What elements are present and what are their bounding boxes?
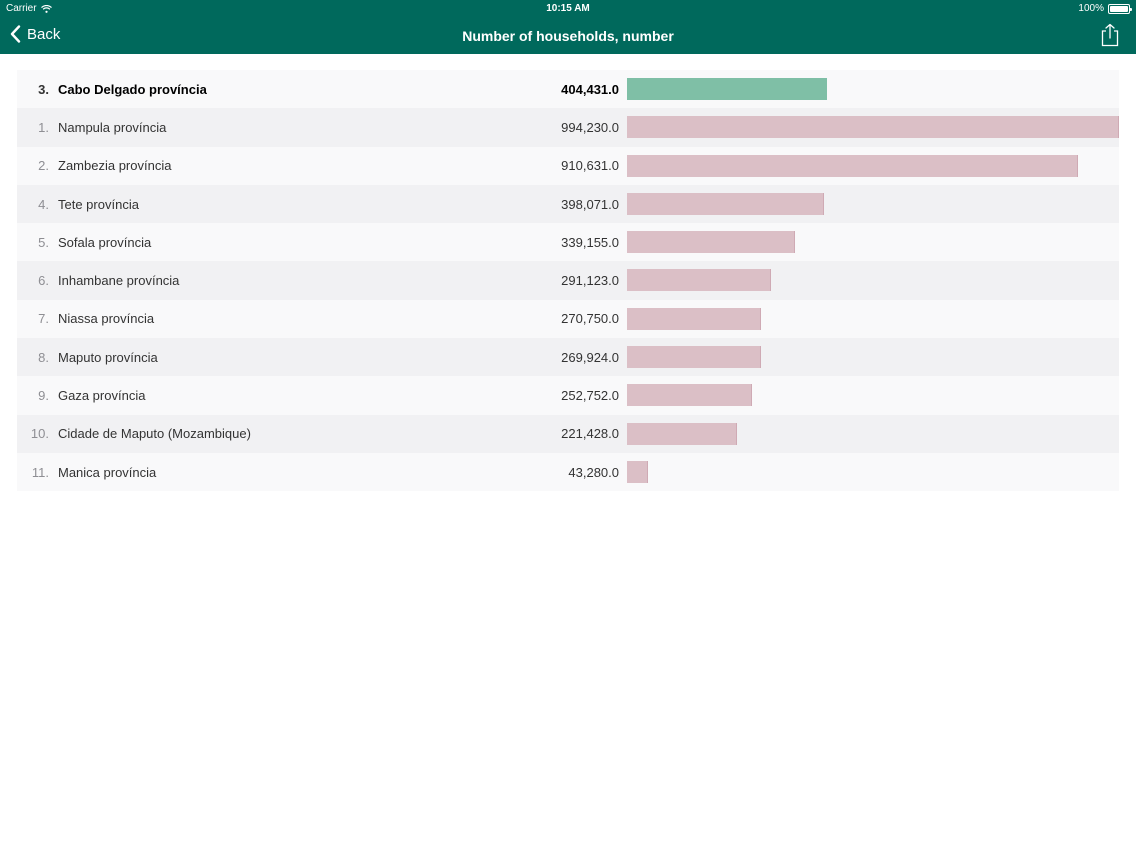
row-rank: 11. <box>31 464 49 480</box>
row-value-label: 994,230.0 <box>561 119 619 135</box>
bar-mark <box>627 116 1119 139</box>
bar-track <box>627 384 1119 407</box>
battery-icon <box>1108 3 1132 14</box>
bar-track <box>627 269 1119 292</box>
row-value-label: 269,924.0 <box>561 349 619 365</box>
row-rank: 3. <box>38 81 49 97</box>
row-value-label: 291,123.0 <box>561 273 619 289</box>
row-value-label: 252,752.0 <box>561 388 619 404</box>
ranking-row[interactable]: 8. Maputo província 269,924.0 <box>17 338 1119 377</box>
row-value-label: 910,631.0 <box>561 158 619 174</box>
navigation-bar: Back Number of households, number <box>0 18 1136 54</box>
bar-mark <box>627 269 772 292</box>
battery-label: 100% <box>1078 3 1104 14</box>
row-region-name: Manica província <box>58 464 157 480</box>
row-rank: 4. <box>38 196 49 212</box>
bar-track <box>627 116 1119 139</box>
row-value-label: 398,071.0 <box>561 196 619 212</box>
bar-mark <box>627 192 824 215</box>
ranking-list: 3. Cabo Delgado província 404,431.0 1. Nampu… <box>17 70 1119 492</box>
ranking-row[interactable]: 4. Tete província 398,071.0 <box>17 184 1119 224</box>
ranking-row[interactable]: 11. Manica província 43,280.0 <box>17 452 1119 492</box>
row-region-name: Cidade de Maputo (Mozambique) <box>58 426 251 442</box>
share-icon[interactable] <box>1100 23 1120 47</box>
row-rank: 9. <box>38 388 49 404</box>
row-value-label: 270,750.0 <box>561 311 619 327</box>
ranking-row[interactable]: 1. Nampula província 994,230.0 <box>17 108 1119 147</box>
bar-mark <box>627 460 649 483</box>
bar-mark <box>627 78 828 100</box>
row-region-name: Tete província <box>58 196 139 212</box>
carrier-indicator: Carrier <box>6 3 52 14</box>
row-region-name: Sofala província <box>58 234 152 250</box>
ranking-row[interactable]: 5. Sofala província 339,155.0 <box>17 223 1119 262</box>
bar-mark <box>627 346 761 369</box>
row-region-name: Niassa província <box>58 311 155 327</box>
bar-mark <box>627 231 795 254</box>
ranking-row[interactable]: 10. Cidade de Maputo (Mozambique) 221,428.… <box>17 414 1119 453</box>
back-label: Back <box>27 25 61 43</box>
row-value-label: 404,431.0 <box>561 81 619 97</box>
row-value-label: 43,280.0 <box>568 464 619 480</box>
status-bar: Carrier 10:15 AM 100% <box>0 0 1136 18</box>
ranking-row-selected[interactable]: 3. Cabo Delgado província 404,431.0 <box>17 70 1119 109</box>
row-region-name: Nampula província <box>58 119 167 135</box>
row-region-name: Inhambane província <box>58 273 180 289</box>
row-region-name: Cabo Delgado província <box>58 81 207 97</box>
bar-track <box>627 346 1119 369</box>
row-rank: 2. <box>38 158 49 174</box>
bar-mark <box>627 422 737 445</box>
back-button[interactable]: Back <box>10 25 60 43</box>
ranking-row[interactable]: 7. Niassa província 270,750.0 <box>17 299 1119 339</box>
ranking-row[interactable]: 2. Zambezia província 910,631.0 <box>17 146 1119 185</box>
row-value-label: 339,155.0 <box>561 234 619 250</box>
row-rank: 6. <box>38 273 49 289</box>
row-rank: 1. <box>38 119 49 135</box>
status-time: 10:15 AM <box>546 3 590 14</box>
wifi-icon <box>40 4 52 13</box>
chevron-left-icon <box>10 25 21 43</box>
page-title: Number of households, number <box>462 28 674 44</box>
row-value-label: 221,428.0 <box>561 426 619 442</box>
battery-indicator: 100% <box>1078 3 1132 14</box>
bar-track <box>627 78 1119 100</box>
bar-mark <box>627 154 1078 177</box>
ranking-row[interactable]: 9. Gaza província 252,752.0 <box>17 376 1119 415</box>
row-region-name: Maputo província <box>58 349 158 365</box>
bar-mark <box>627 384 753 407</box>
bar-track <box>627 422 1119 445</box>
ranking-row[interactable]: 6. Inhambane província 291,123.0 <box>17 261 1119 300</box>
row-region-name: Zambezia província <box>58 158 172 174</box>
carrier-label: Carrier <box>6 3 37 14</box>
row-rank: 8. <box>38 349 49 365</box>
bar-track <box>627 154 1119 177</box>
bar-track <box>627 192 1119 215</box>
bar-track <box>627 460 1119 483</box>
row-region-name: Gaza província <box>58 388 146 404</box>
bar-track <box>627 307 1119 330</box>
row-rank: 7. <box>38 311 49 327</box>
row-rank: 10. <box>30 426 49 442</box>
app-header: Carrier 10:15 AM 100% Back Number of hou… <box>0 0 1136 54</box>
bar-mark <box>627 307 761 330</box>
row-rank: 5. <box>38 234 49 250</box>
bar-track <box>627 231 1119 254</box>
